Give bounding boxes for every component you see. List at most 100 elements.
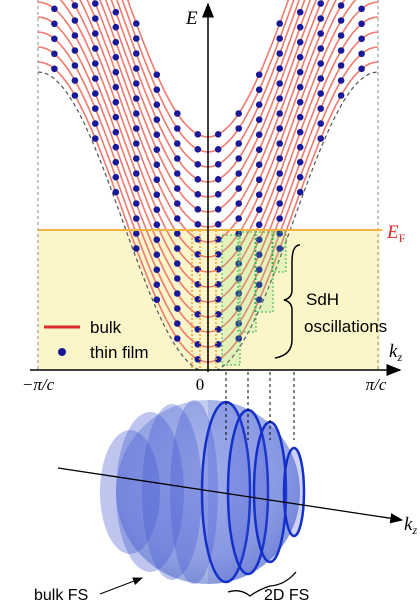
film-state	[276, 110, 283, 117]
film-state	[317, 30, 324, 37]
film-state	[92, 45, 99, 52]
film-state	[113, 69, 120, 76]
film-state	[256, 206, 263, 213]
annotation: oscillations	[304, 317, 387, 336]
film-state	[358, 66, 365, 73]
film-state	[154, 191, 161, 198]
film-state	[92, 105, 99, 112]
film-state	[276, 65, 283, 72]
film-state	[154, 161, 161, 168]
film-state	[317, 105, 324, 112]
film-state	[51, 51, 58, 58]
film-state	[297, 39, 304, 46]
film-state	[338, 2, 345, 9]
film-state	[113, 159, 120, 166]
film-state	[195, 146, 202, 153]
film-state	[92, 135, 99, 142]
film-state	[297, 114, 304, 121]
film-state	[235, 110, 242, 117]
fermi-label: EF	[386, 222, 406, 245]
film-state	[154, 266, 161, 273]
film-state	[92, 0, 99, 7]
film-state	[133, 170, 140, 177]
film-state	[297, 174, 304, 181]
film-slice	[254, 422, 286, 562]
film-state	[317, 45, 324, 52]
fs-label: bulk FS	[34, 587, 88, 604]
film-state	[92, 60, 99, 67]
film-state	[174, 155, 181, 162]
film-state	[113, 189, 120, 196]
film-state	[297, 54, 304, 61]
film-state	[215, 176, 222, 183]
film-state	[256, 116, 263, 123]
film-state	[174, 200, 181, 207]
film-state	[154, 101, 161, 108]
sdh-box	[255, 232, 273, 312]
film-state	[215, 131, 222, 138]
film-state	[133, 215, 140, 222]
film-state	[215, 161, 222, 168]
film-state	[317, 75, 324, 82]
film-state	[276, 155, 283, 162]
film-state	[215, 146, 222, 153]
film-state	[338, 17, 345, 24]
film-state	[174, 305, 181, 312]
film-state	[51, 6, 58, 13]
film-state	[133, 80, 140, 87]
film-state	[154, 116, 161, 123]
kz-label: kz	[404, 514, 417, 537]
film-state	[113, 99, 120, 106]
film-state	[317, 60, 324, 67]
film-state	[154, 86, 161, 93]
film-state	[72, 47, 79, 54]
film-state	[92, 30, 99, 37]
film-state	[92, 120, 99, 127]
film-state	[276, 200, 283, 207]
film-state	[174, 140, 181, 147]
film-state	[174, 125, 181, 132]
film-state	[133, 245, 140, 252]
film-state	[51, 21, 58, 28]
film-state	[317, 120, 324, 127]
film-state	[215, 221, 222, 228]
film-state	[154, 236, 161, 243]
film-state	[133, 50, 140, 57]
film-state	[133, 185, 140, 192]
film-state	[297, 129, 304, 136]
film-state	[256, 131, 263, 138]
film-state	[317, 135, 324, 142]
film-state	[133, 65, 140, 72]
film-state	[358, 6, 365, 13]
film-state	[276, 50, 283, 57]
film-state	[113, 114, 120, 121]
film-state	[174, 170, 181, 177]
legend-label: thin film	[90, 343, 149, 362]
film-state	[133, 95, 140, 102]
film-state	[174, 260, 181, 267]
film-state	[154, 71, 161, 78]
film-state	[72, 17, 79, 24]
film-state	[154, 281, 161, 288]
film-state	[256, 191, 263, 198]
film-state	[174, 320, 181, 327]
film-state	[358, 51, 365, 58]
film-state	[72, 62, 79, 69]
tick-label: −π/c	[22, 375, 55, 394]
film-state	[297, 9, 304, 16]
film-state	[174, 215, 181, 222]
sdh-box	[272, 232, 286, 272]
film-state	[297, 99, 304, 106]
film-state	[154, 221, 161, 228]
film-state	[195, 176, 202, 183]
film-state	[256, 101, 263, 108]
film-state	[154, 146, 161, 153]
film-state	[154, 251, 161, 258]
film-state	[133, 35, 140, 42]
film-state	[297, 24, 304, 31]
film-state	[195, 221, 202, 228]
film-state	[338, 47, 345, 54]
film-state	[297, 69, 304, 76]
tick-label: 0	[196, 375, 205, 394]
film-state	[51, 66, 58, 73]
